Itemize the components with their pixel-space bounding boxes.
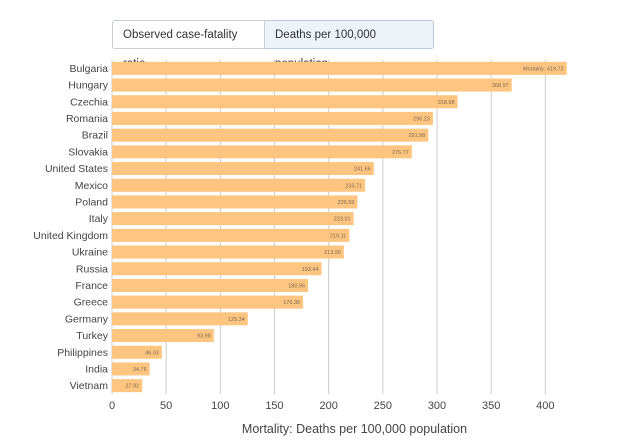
value-label: 27.92 (125, 384, 139, 390)
category-label: Hungary (68, 80, 108, 92)
category-label: Poland (75, 196, 108, 208)
bar-brazil (112, 128, 429, 142)
bar-philippines (112, 345, 162, 359)
x-tick-label: 0 (109, 400, 115, 412)
value-label: 176.38 (283, 300, 300, 306)
bar-poland (112, 195, 358, 209)
value-label: 219.11 (330, 233, 346, 239)
bar-united-kingdom (112, 228, 350, 242)
value-label: 368.97 (492, 83, 509, 89)
x-tick-label: 50 (160, 400, 172, 412)
category-label: Czechia (70, 96, 108, 108)
category-label: Brazil (82, 130, 108, 142)
value-label: 93.98 (197, 334, 211, 340)
x-tick-label: 400 (536, 400, 554, 412)
bar-united-states (112, 162, 374, 176)
value-label: 193.44 (302, 267, 319, 273)
category-label: United Kingdom (33, 230, 108, 242)
x-tick-label: 150 (265, 400, 283, 412)
x-axis-title: Mortality: Deaths per 100,000 population (242, 422, 467, 436)
bar-italy (112, 212, 354, 226)
value-label: 233.71 (345, 183, 362, 189)
category-label: Vietnam (70, 380, 109, 392)
value-label: 241.66 (354, 167, 371, 173)
bar-hungary (112, 78, 512, 92)
bar-mexico (112, 178, 366, 192)
category-label: Ukraine (72, 247, 108, 259)
value-label: 276.77 (392, 150, 409, 156)
x-tick-label: 300 (428, 400, 446, 412)
bar-russia (112, 262, 322, 276)
category-label: Germany (65, 313, 109, 325)
category-label: Mexico (75, 180, 108, 192)
bar-greece (112, 295, 304, 309)
bar-czechia (112, 95, 458, 109)
value-label: Mortality: 419.72 (523, 66, 564, 72)
bar-india (112, 362, 150, 376)
x-tick-label: 350 (482, 400, 500, 412)
category-label: Bulgaria (69, 63, 108, 75)
category-label: Turkey (76, 330, 108, 342)
category-label: Greece (74, 297, 109, 309)
value-label: 213.99 (324, 250, 341, 256)
bar-slovakia (112, 145, 412, 159)
value-label: 291.98 (408, 133, 425, 139)
value-label: 318.98 (438, 100, 455, 106)
value-label: 125.34 (228, 317, 245, 323)
bar-vietnam (112, 379, 143, 393)
bar-germany (112, 312, 248, 326)
category-label: Romania (66, 113, 108, 125)
bar-ukraine (112, 245, 344, 259)
category-label: France (75, 280, 108, 292)
category-label: United States (45, 163, 108, 175)
category-label: Slovakia (68, 146, 108, 158)
x-tick-label: 100 (211, 400, 229, 412)
category-label: Italy (89, 213, 109, 225)
tab-case-fatality-ratio[interactable]: Observed case-fatality ratio (112, 20, 265, 70)
bar-france (112, 278, 309, 292)
bar-turkey (112, 329, 214, 343)
value-label: 34.76 (133, 367, 147, 373)
category-label: India (85, 363, 108, 375)
value-label: 223.01 (334, 217, 351, 223)
value-label: 226.59 (338, 200, 355, 206)
x-tick-label: 200 (319, 400, 337, 412)
value-label: 46.03 (145, 350, 159, 356)
value-label: 180.96 (288, 283, 305, 289)
bar-bulgaria (112, 61, 567, 75)
category-label: Russia (76, 263, 108, 275)
bar-romania (112, 111, 433, 125)
value-label: 296.23 (413, 116, 430, 122)
x-tick-label: 250 (374, 400, 392, 412)
category-label: Philippines (57, 347, 108, 359)
